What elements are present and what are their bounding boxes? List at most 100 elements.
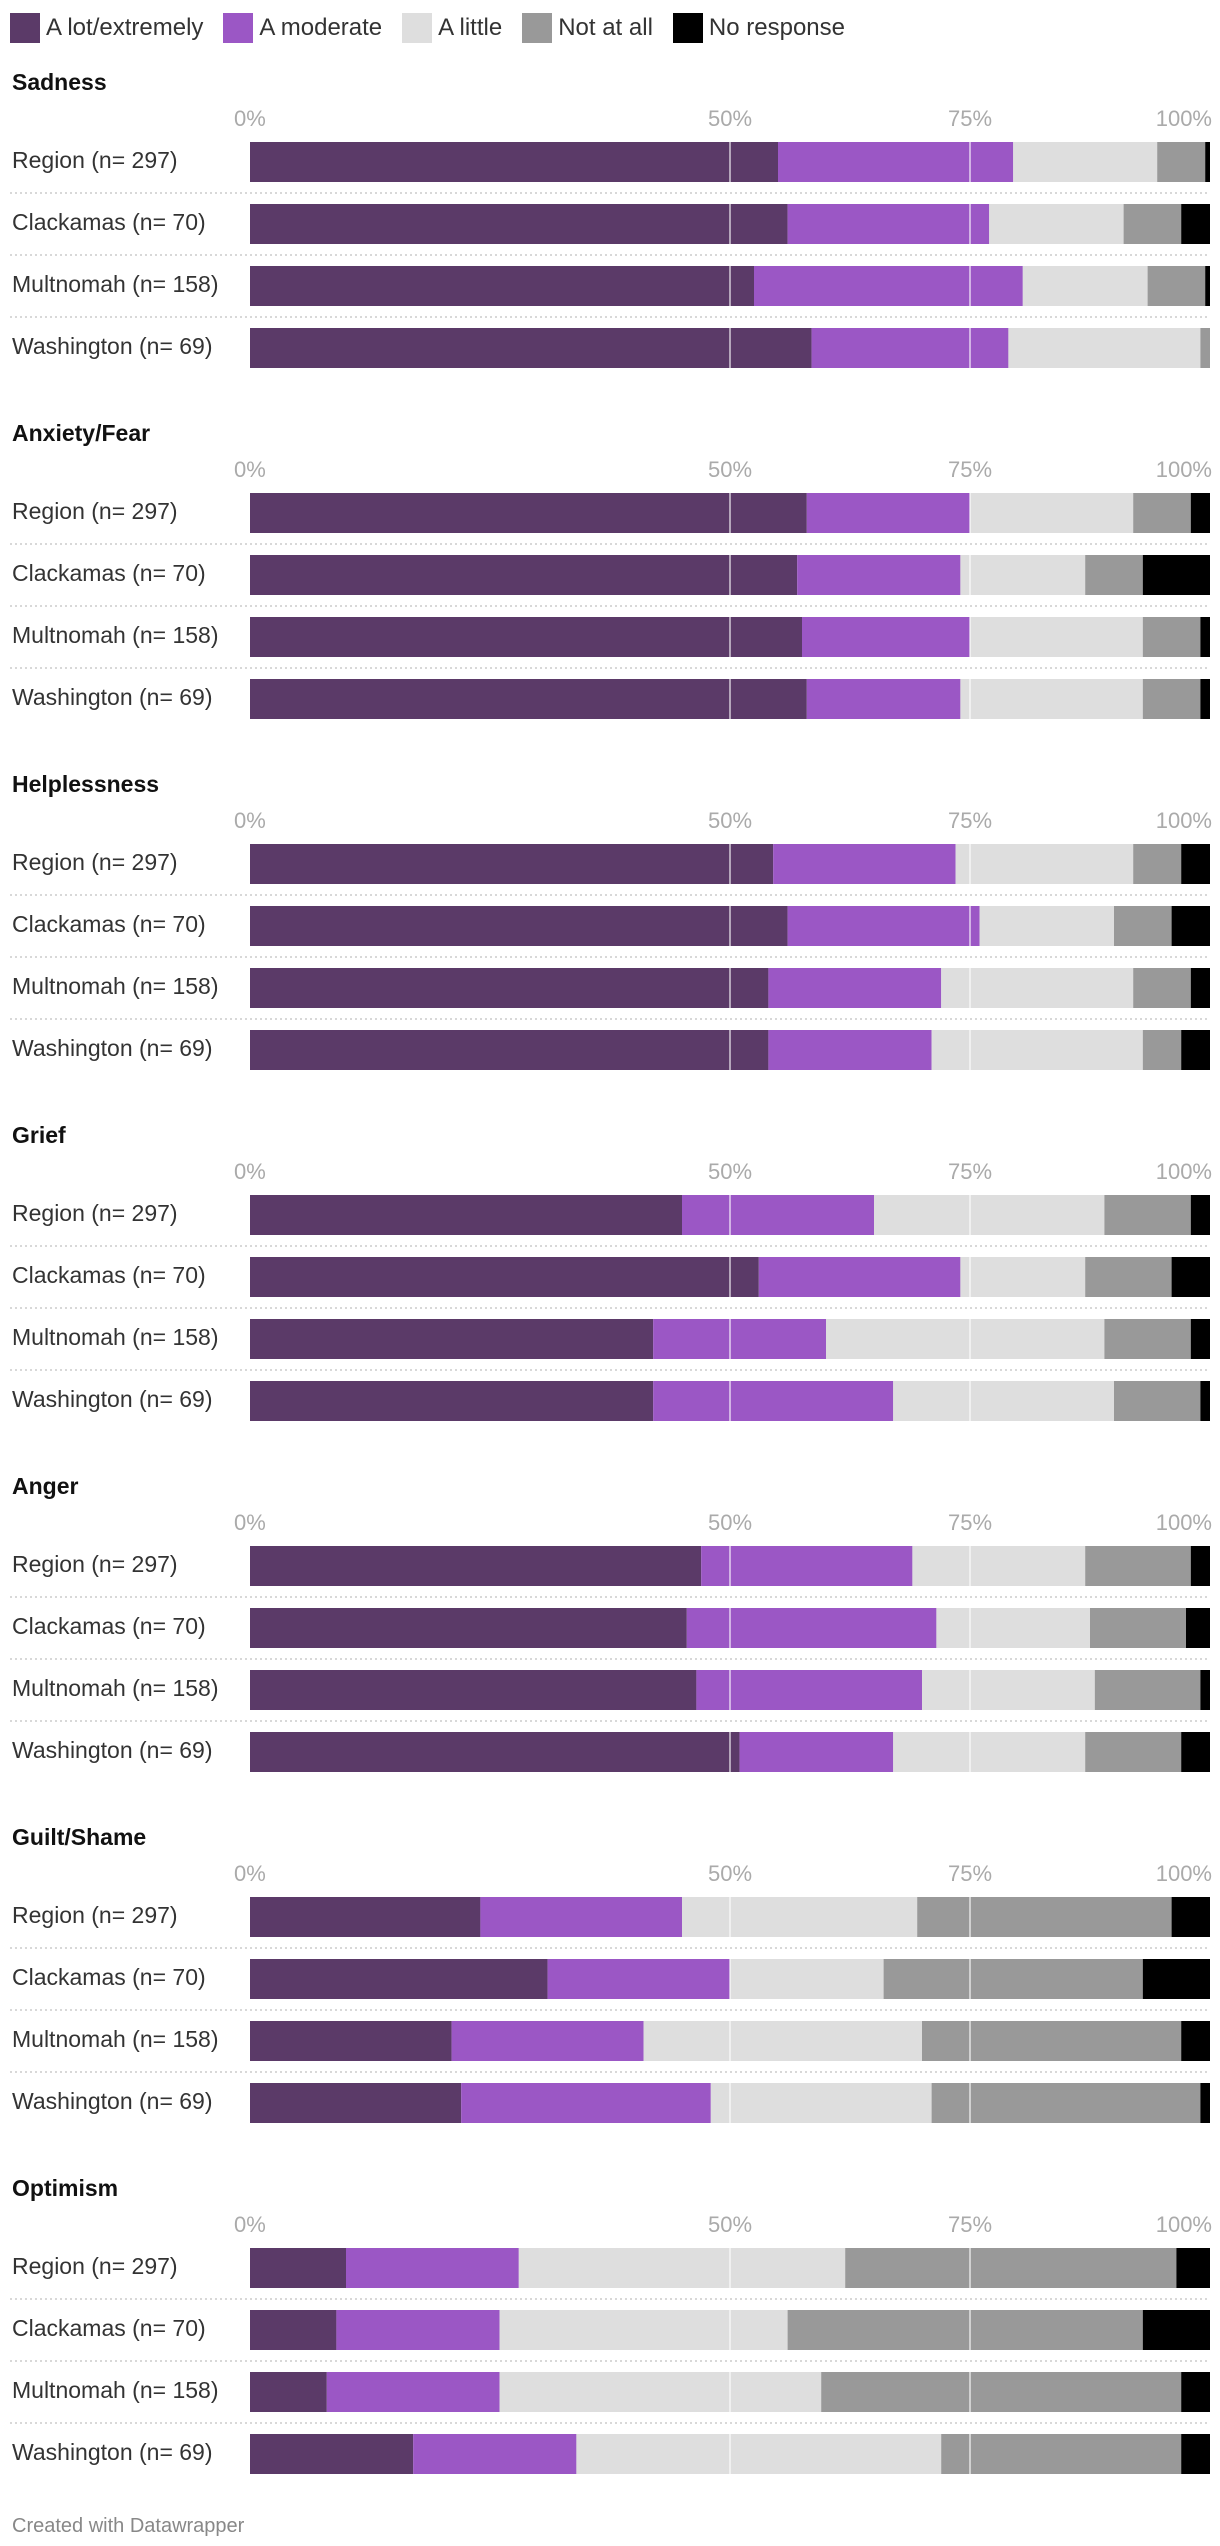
bar-segment	[955, 844, 1134, 884]
legend-label: No response	[708, 14, 845, 41]
bar-segment	[1200, 1381, 1210, 1421]
bar-segment	[1133, 493, 1191, 533]
row-label: Clackamas (n= 70)	[12, 2315, 206, 2341]
bar-segment	[778, 142, 1014, 182]
bar-segment	[250, 1381, 654, 1421]
tick-label: 0%	[234, 1159, 266, 1184]
row-label: Multnomah (n= 158)	[12, 2026, 218, 2052]
bar-segment	[758, 1257, 961, 1297]
bar-segment	[989, 204, 1124, 244]
bar-segment	[1142, 617, 1201, 657]
legend-item-not-at-all[interactable]: Not at all	[522, 13, 653, 43]
bar-segment	[547, 1959, 730, 1999]
bar-segment	[1022, 266, 1148, 306]
bar-segment	[960, 679, 1143, 719]
bar-segment	[1008, 328, 1201, 368]
legend-item-a-little[interactable]: A little	[402, 13, 502, 43]
bar-segment	[250, 1030, 769, 1070]
bar-segment	[941, 2434, 1182, 2474]
bar-segment	[754, 266, 1023, 306]
bar-segment	[326, 2372, 500, 2412]
bar-segment	[346, 2248, 519, 2288]
tick-label: 50%	[708, 808, 752, 833]
bar-segment	[787, 2310, 1143, 2350]
tick-label: 75%	[948, 106, 992, 131]
bar-segment	[1104, 1195, 1191, 1235]
bar-segment	[250, 1319, 654, 1359]
row-label: Multnomah (n= 158)	[12, 1324, 218, 1350]
datawrapper-credit[interactable]: Created with Datawrapper	[12, 2515, 245, 2537]
bar-segment	[413, 2434, 577, 2474]
bar-segment	[451, 2021, 644, 2061]
row-label: Multnomah (n= 158)	[12, 271, 218, 297]
bar-segment	[480, 1897, 682, 1937]
bar-segment	[653, 1381, 894, 1421]
tick-label: 50%	[708, 1159, 752, 1184]
bar-segment	[1142, 2310, 1210, 2350]
row-label: Washington (n= 69)	[12, 333, 213, 359]
bar-segment	[499, 2372, 822, 2412]
bar-segment	[1013, 142, 1158, 182]
bar-segment	[931, 2083, 1201, 2123]
bar-segment	[1205, 142, 1210, 182]
row-label: Region (n= 297)	[12, 849, 178, 875]
row-label: Clackamas (n= 70)	[12, 560, 206, 586]
bar-segment	[686, 1608, 937, 1648]
bar-segment	[1094, 1670, 1201, 1710]
bar-segment	[461, 2083, 711, 2123]
bar-segment	[1157, 142, 1206, 182]
bar-segment	[821, 2372, 1182, 2412]
bar-segment	[576, 2434, 942, 2474]
tick-label: 50%	[708, 1861, 752, 1886]
bar-segment	[250, 2434, 414, 2474]
bar-segment	[768, 968, 942, 1008]
bar-segment	[1142, 1030, 1182, 1070]
legend-item-a-lot[interactable]: A lot/extremely	[10, 13, 203, 43]
bar-segment	[1181, 2434, 1210, 2474]
row-label: Multnomah (n= 158)	[12, 2377, 218, 2403]
bar-segment	[883, 1959, 1143, 1999]
bar-segment	[917, 1897, 1172, 1937]
bar-segment	[912, 1546, 1086, 1586]
row-label: Clackamas (n= 70)	[12, 1964, 206, 1990]
tick-label: 75%	[948, 2212, 992, 2237]
row-label: Region (n= 297)	[12, 1200, 178, 1226]
group-title: Sadness	[12, 69, 107, 95]
tick-label: 50%	[708, 2212, 752, 2237]
legend-swatch	[522, 13, 553, 43]
bar-segment	[250, 906, 788, 946]
bar-segment	[710, 2083, 932, 2123]
bar-segment	[250, 142, 778, 182]
bar-segment	[1123, 204, 1182, 244]
bar-segment	[874, 1195, 1105, 1235]
bar-segment	[922, 1670, 1095, 1710]
bar-segment	[1147, 266, 1206, 306]
bar-segment	[1200, 617, 1210, 657]
row-label: Region (n= 297)	[12, 498, 178, 524]
bar-segment	[250, 2372, 327, 2412]
bar-segment	[701, 1546, 913, 1586]
bar-segment	[250, 1257, 759, 1297]
bar-segment	[936, 1608, 1090, 1648]
legend-item-a-moderate[interactable]: A moderate	[223, 13, 382, 43]
bar-segment	[1200, 2083, 1210, 2123]
tick-label: 50%	[708, 1510, 752, 1535]
bar-segment	[979, 906, 1114, 946]
legend-item-no-response[interactable]: No response	[672, 13, 845, 43]
tick-label: 75%	[948, 1861, 992, 1886]
bar-segment	[806, 679, 961, 719]
bar-segment	[250, 555, 798, 595]
tick-label: 100%	[1156, 106, 1212, 131]
row-label: Clackamas (n= 70)	[12, 209, 206, 235]
bar-segment	[1171, 906, 1210, 946]
bar-segment	[1181, 204, 1210, 244]
bar-segment	[1200, 328, 1210, 368]
bar-segment	[696, 1670, 922, 1710]
bar-segment	[1133, 844, 1182, 884]
bar-segment	[802, 617, 970, 657]
bar-segment	[1114, 906, 1172, 946]
bar-segment	[250, 1546, 702, 1586]
bar-segment	[250, 1732, 740, 1772]
bar-segment	[250, 1195, 682, 1235]
